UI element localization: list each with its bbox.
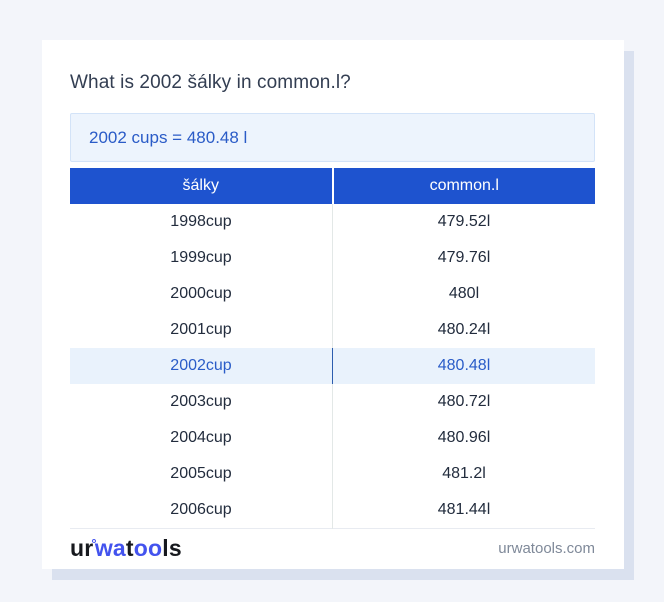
logo-ring-icon: ° [91, 536, 97, 551]
cell-common-l: 480l [448, 285, 480, 302]
column-header-salky: šálky [70, 168, 334, 204]
conversion-table: šálky common.l 1998cup 479.52l 1999cup 4… [70, 168, 595, 529]
column-header-common-l: common.l [332, 168, 595, 204]
table-row: 1999cup 479.76l [70, 240, 595, 276]
cell-salky: 2000cup [70, 276, 333, 312]
table-row: 2006cup 481.44l [70, 492, 595, 528]
table-header: šálky common.l [70, 168, 595, 204]
cell-common-l: 481.2l [442, 465, 486, 482]
result-box: 2002 cups = 480.48 l [70, 113, 595, 162]
table-row: 2001cup 480.24l [70, 312, 595, 348]
cell-salky: 2002cup [70, 348, 333, 384]
page-title-text: What is 2002 šálky in common.l? [70, 72, 351, 93]
site-logo[interactable]: ur ° wa t oo ls [70, 535, 182, 562]
table-row: 2003cup 480.72l [70, 384, 595, 420]
cell-salky: 2003cup [70, 384, 333, 420]
cell-common-l: 479.52l [437, 213, 491, 230]
converter-card: What is 2002 šálky in common.l? 2002 cup… [42, 40, 624, 569]
logo-text-segment: oo [133, 535, 163, 561]
logo-text-segment: ur [70, 535, 94, 561]
cell-salky: 2004cup [70, 420, 333, 456]
table-row: 1998cup 479.52l [70, 204, 595, 240]
table-row: 2000cup 480l [70, 276, 595, 312]
cell-salky: 1999cup [70, 240, 333, 276]
result-text: 2002 cups = 480.48 l [89, 127, 248, 147]
table-header-row: šálky common.l [70, 168, 595, 204]
cell-common-l: 479.76l [437, 249, 491, 266]
cell-common-l: 480.96l [437, 429, 491, 446]
cell-salky: 2001cup [70, 312, 333, 348]
cell-salky: 2005cup [70, 456, 333, 492]
table-row: 2005cup 481.2l [70, 456, 595, 492]
page-title: What is 2002 šálky in common.l? [70, 72, 595, 94]
table-row: 2004cup 480.96l [70, 420, 595, 456]
cell-salky: 1998cup [70, 204, 333, 240]
table-row: 2002cup 480.48l [70, 348, 595, 384]
cell-common-l: 481.44l [437, 500, 491, 518]
cell-common-l: 480.72l [437, 393, 491, 410]
cell-salky: 2006cup [70, 492, 333, 528]
footer: ur ° wa t oo ls urwatools.com [70, 529, 595, 569]
logo-text-segment: t [125, 535, 134, 561]
footer-domain: urwatools.com [498, 540, 595, 557]
cell-common-l: 480.24l [437, 321, 491, 338]
logo-text-segment: ls [162, 535, 182, 561]
table-body: 1998cup 479.52l 1999cup 479.76l 2000cup … [70, 204, 595, 528]
cell-common-l: 480.48l [332, 348, 595, 384]
logo-text-segment: wa [94, 535, 126, 561]
